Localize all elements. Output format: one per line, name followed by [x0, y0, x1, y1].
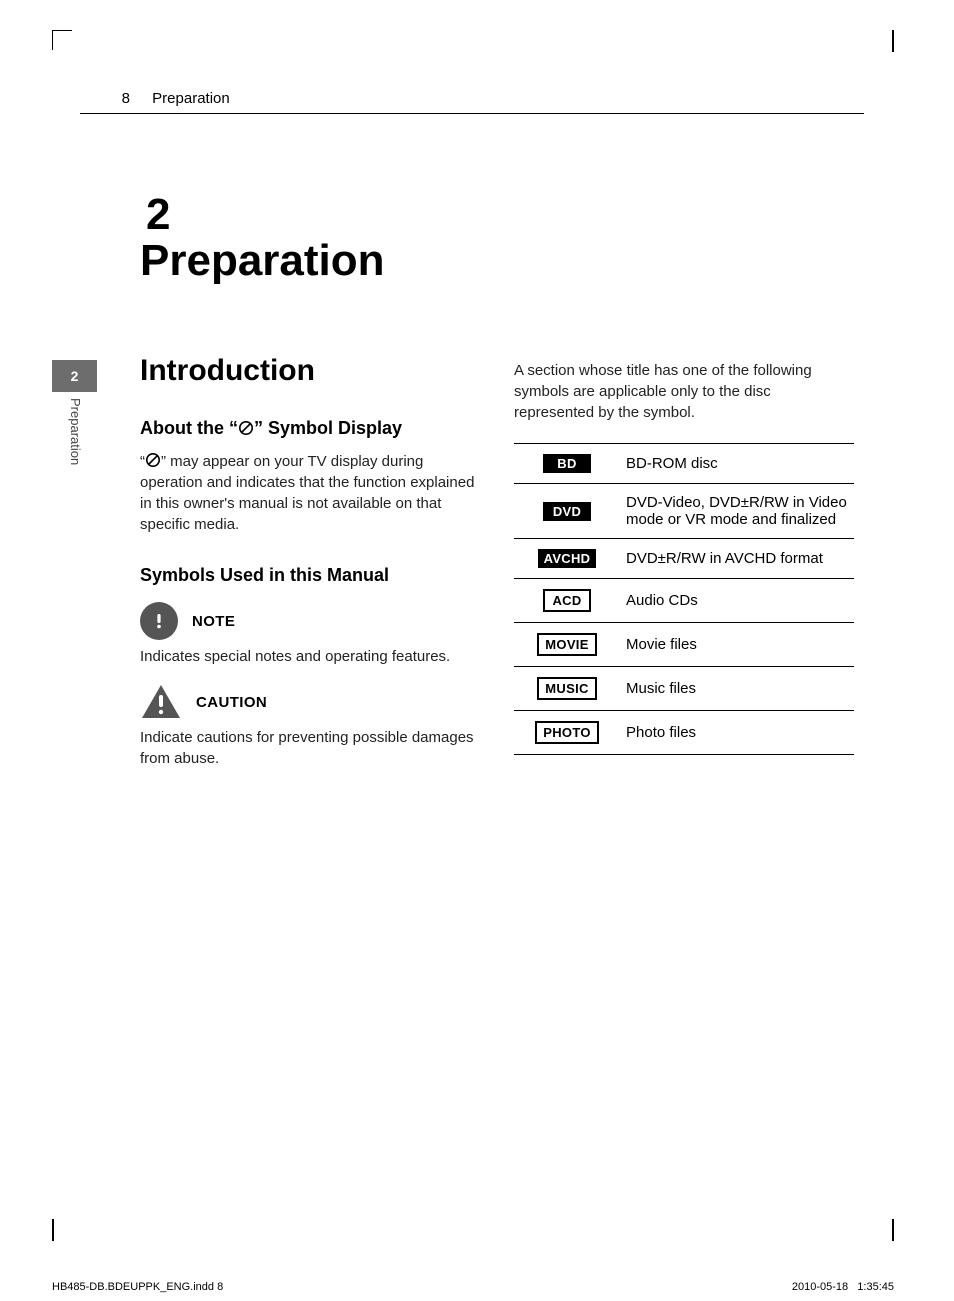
caution-icon	[140, 683, 182, 721]
media-badge: ACD	[543, 589, 591, 612]
subhead-symbols-used: Symbols Used in this Manual	[140, 565, 480, 586]
media-desc: Movie files	[620, 623, 854, 667]
media-desc: Audio CDs	[620, 579, 854, 623]
media-badge: AVCHD	[538, 549, 597, 568]
left-column: Introduction About the “ ” Symbol Display…	[140, 354, 480, 769]
media-desc: DVD-Video, DVD±R/RW in Video mode or VR …	[620, 484, 854, 539]
media-desc: Photo files	[620, 711, 854, 755]
page-number: 8	[80, 90, 130, 107]
note-label: NOTE	[192, 613, 235, 630]
right-column: A section whose title has one of the fol…	[514, 354, 854, 769]
prohibit-icon	[145, 452, 161, 468]
footer-date: 2010-05-18	[792, 1281, 848, 1293]
prohibit-icon	[238, 420, 254, 436]
footer-datetime: 2010-05-18 1:35:45	[792, 1281, 894, 1293]
side-tab: 2 Preparation	[52, 360, 97, 465]
right-intro: A section whose title has one of the fol…	[514, 360, 854, 423]
media-row: PHOTO Photo files	[514, 711, 854, 755]
media-row: BD BD-ROM disc	[514, 444, 854, 484]
media-row: DVD DVD-Video, DVD±R/RW in Video mode or …	[514, 484, 854, 539]
media-badge: MOVIE	[537, 633, 596, 656]
media-desc: DVD±R/RW in AVCHD format	[620, 539, 854, 579]
media-badge: BD	[543, 454, 591, 473]
footer-file: HB485-DB.BDEUPPK_ENG.indd 8	[52, 1281, 223, 1293]
subhead-symbol-display: About the “ ” Symbol Display	[140, 418, 480, 439]
media-row: MUSIC Music files	[514, 667, 854, 711]
media-desc: Music files	[620, 667, 854, 711]
section-heading: Introduction	[140, 354, 480, 388]
media-badge: PHOTO	[535, 721, 599, 744]
media-row: MOVIE Movie files	[514, 623, 854, 667]
media-badge: MUSIC	[537, 677, 596, 700]
caution-body: Indicate cautions for preventing possibl…	[140, 727, 480, 769]
footer-time: 1:35:45	[857, 1281, 894, 1293]
page: 8 Preparation 2 Preparation 2 Preparatio…	[52, 30, 894, 1241]
indesign-footer: HB485-DB.BDEUPPK_ENG.indd 8 2010-05-18 1…	[52, 1281, 894, 1293]
chapter-title: Preparation	[140, 236, 854, 286]
note-body: Indicates special notes and operating fe…	[140, 646, 480, 667]
note-icon	[140, 602, 178, 640]
media-desc: BD-ROM disc	[620, 444, 854, 484]
subhead-post: ” Symbol Display	[254, 418, 402, 438]
caution-label: CAUTION	[196, 694, 267, 711]
chapter-number: 2	[146, 190, 854, 240]
media-table: BD BD-ROM disc DVD DVD-Video, DVD±R/RW in V…	[514, 443, 854, 755]
media-row: ACD Audio CDs	[514, 579, 854, 623]
body-post: ” may appear on your TV display during o…	[140, 453, 474, 533]
running-section: Preparation	[152, 90, 230, 107]
subhead-pre: About the “	[140, 418, 238, 438]
content: 2 Preparation Introduction About the “ ” …	[140, 190, 854, 769]
side-tab-label: Preparation	[52, 398, 83, 465]
side-tab-number: 2	[52, 360, 97, 392]
note-row: NOTE	[140, 602, 480, 640]
symbol-display-body: “” may appear on your TV display during …	[140, 451, 480, 535]
running-header: 8 Preparation	[80, 90, 864, 114]
media-badge: DVD	[543, 502, 591, 521]
caution-row: CAUTION	[140, 683, 480, 721]
media-row: AVCHD DVD±R/RW in AVCHD format	[514, 539, 854, 579]
